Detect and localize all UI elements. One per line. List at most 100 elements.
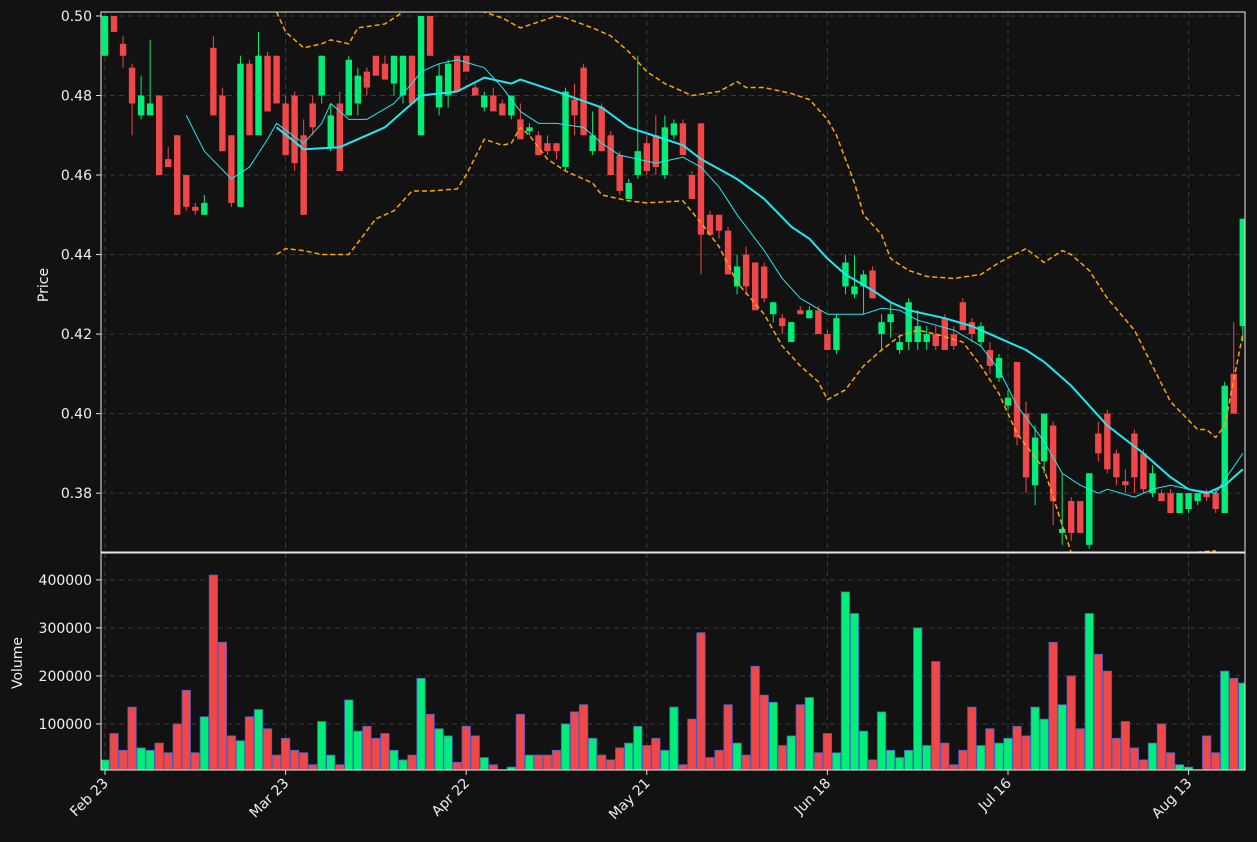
volume-bar	[985, 728, 995, 770]
volume-bar	[1165, 752, 1176, 770]
volume-bar	[660, 749, 670, 770]
candle-body	[679, 123, 687, 156]
candle-body	[508, 95, 515, 116]
candle-body	[815, 310, 822, 335]
candle-body	[977, 326, 985, 343]
candle-body	[1077, 501, 1084, 533]
candle-body	[155, 95, 163, 176]
candle-body	[210, 47, 217, 116]
candle-body	[652, 135, 660, 168]
volume-bar	[452, 761, 462, 770]
candle-body	[616, 155, 623, 191]
candle-body	[363, 71, 371, 88]
volume-bar	[208, 574, 218, 770]
candle-body	[1203, 493, 1210, 498]
candle-body	[444, 63, 452, 96]
volume-bar	[840, 591, 851, 770]
volume-bar	[624, 742, 634, 770]
volume-bar	[101, 759, 110, 770]
volume-bar	[750, 665, 760, 770]
volume-bar	[1021, 735, 1031, 770]
candle-body	[1104, 413, 1111, 470]
candle-body	[237, 63, 244, 207]
candle-body	[481, 95, 488, 108]
volume-bar	[931, 661, 941, 770]
volume-bar	[1102, 670, 1112, 770]
volume-bar	[1057, 704, 1067, 770]
volume-bar	[1220, 670, 1230, 770]
volume-bar	[804, 697, 814, 770]
candle-body	[282, 103, 289, 156]
volume-bar	[976, 745, 986, 770]
candle-body	[463, 55, 470, 72]
candle-body	[183, 175, 190, 207]
candle-body	[300, 135, 307, 215]
y-axis-label: Volume	[10, 637, 26, 689]
candle-body	[1212, 493, 1219, 510]
volume-bar	[1003, 737, 1013, 770]
candle-body	[833, 318, 840, 350]
candle-body	[1140, 453, 1147, 490]
candle-body	[824, 334, 831, 350]
candle-body	[291, 95, 298, 164]
candle-body	[562, 91, 569, 168]
volume-bar	[551, 749, 562, 770]
candle-body	[1122, 481, 1129, 486]
candle-body	[1239, 218, 1245, 327]
candle-body	[192, 206, 199, 211]
candle-body	[490, 95, 497, 112]
candle-body	[544, 143, 551, 152]
candle-body	[246, 63, 253, 136]
volume-bar	[308, 764, 318, 770]
candle-body	[1022, 413, 1030, 478]
y-tick-label: 0.48	[61, 89, 92, 105]
candle-body	[526, 127, 533, 132]
candle-body	[1194, 493, 1201, 502]
volume-bar	[1075, 728, 1085, 770]
volume-bar	[1147, 742, 1158, 770]
y-axis-label: Price	[36, 268, 52, 302]
y-tick-label: 0.46	[61, 168, 92, 184]
candle-body	[354, 75, 362, 104]
volume-bar	[886, 749, 896, 770]
volume-bar	[615, 747, 625, 770]
volume-bar	[226, 735, 237, 770]
volume-bar	[651, 737, 661, 770]
y-tick-label: 100000	[39, 717, 92, 733]
volume-bar	[488, 764, 498, 770]
candle-body	[390, 55, 398, 84]
candle-body	[1013, 361, 1021, 438]
volume-bar	[795, 704, 805, 770]
volume-bar	[741, 754, 751, 770]
indicator-line	[275, 76, 1244, 495]
volume-bar	[822, 733, 833, 770]
candle-body	[426, 15, 434, 56]
candle-body	[264, 55, 271, 112]
volume-bar	[542, 754, 553, 770]
volume-bar	[344, 699, 354, 770]
candle-body	[932, 334, 939, 347]
candle-body	[517, 119, 524, 140]
candle-body	[119, 43, 127, 56]
volume-bars	[101, 574, 1245, 770]
candle-body	[137, 95, 145, 116]
candle-body	[607, 135, 614, 176]
candle-body	[101, 15, 109, 56]
volume-bar	[1138, 759, 1149, 770]
volume-bar	[1156, 723, 1167, 770]
volume-bar	[389, 749, 399, 770]
indicator-line	[185, 59, 1244, 498]
volume-bar	[588, 737, 598, 770]
volume-bar	[560, 723, 571, 770]
candle-body	[905, 302, 912, 343]
volume-bar	[335, 764, 345, 770]
y-tick-label: 0.40	[61, 407, 92, 423]
y-tick-label: 200000	[39, 669, 92, 685]
volume-bar	[732, 742, 742, 770]
candle-body	[571, 99, 578, 116]
candle-body	[643, 143, 650, 172]
volume-bar	[1211, 752, 1221, 770]
candle-body	[733, 266, 741, 287]
volume-bar	[813, 752, 823, 770]
candle-body	[878, 322, 885, 335]
